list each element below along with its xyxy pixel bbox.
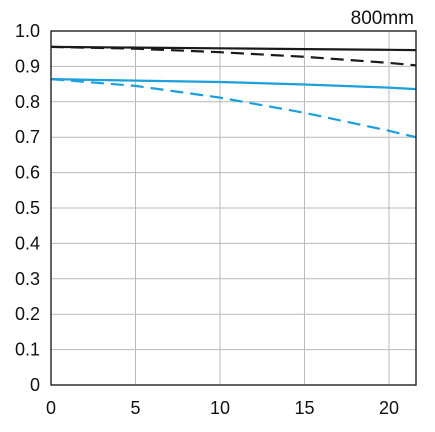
y-tick-label: 0.1 <box>15 340 40 360</box>
y-tick-label: 0.7 <box>15 127 40 147</box>
x-tick-label: 0 <box>46 398 56 418</box>
series-line-2 <box>50 45 417 67</box>
y-tick-label: 1.0 <box>15 21 40 41</box>
plot-frame <box>50 30 417 386</box>
chart-title: 800mm <box>351 8 414 29</box>
grid-lines <box>51 31 416 385</box>
x-tick-labels: 0 5 10 15 20 <box>46 398 399 418</box>
series-lines <box>50 45 417 139</box>
y-tick-label: 0.3 <box>15 269 40 289</box>
y-tick-label: 0.9 <box>15 56 40 76</box>
y-tick-label: 0.2 <box>15 304 40 324</box>
y-tick-label: 0.8 <box>15 92 40 112</box>
x-tick-label: 15 <box>294 398 314 418</box>
y-tick-labels: 0 0.1 0.2 0.3 0.4 0.5 0.6 0.7 0.8 0.9 1.0 <box>15 21 40 395</box>
x-tick-label: 10 <box>210 398 230 418</box>
series-line-4 <box>50 78 417 139</box>
x-tick-label: 5 <box>130 398 140 418</box>
y-tick-label: 0.5 <box>15 198 40 218</box>
y-tick-label: 0.4 <box>15 233 40 253</box>
y-tick-label: 0.6 <box>15 163 40 183</box>
series-line-1 <box>50 45 417 52</box>
series-line-3 <box>50 78 417 91</box>
x-tick-label: 20 <box>379 398 399 418</box>
y-tick-label: 0 <box>30 375 40 395</box>
